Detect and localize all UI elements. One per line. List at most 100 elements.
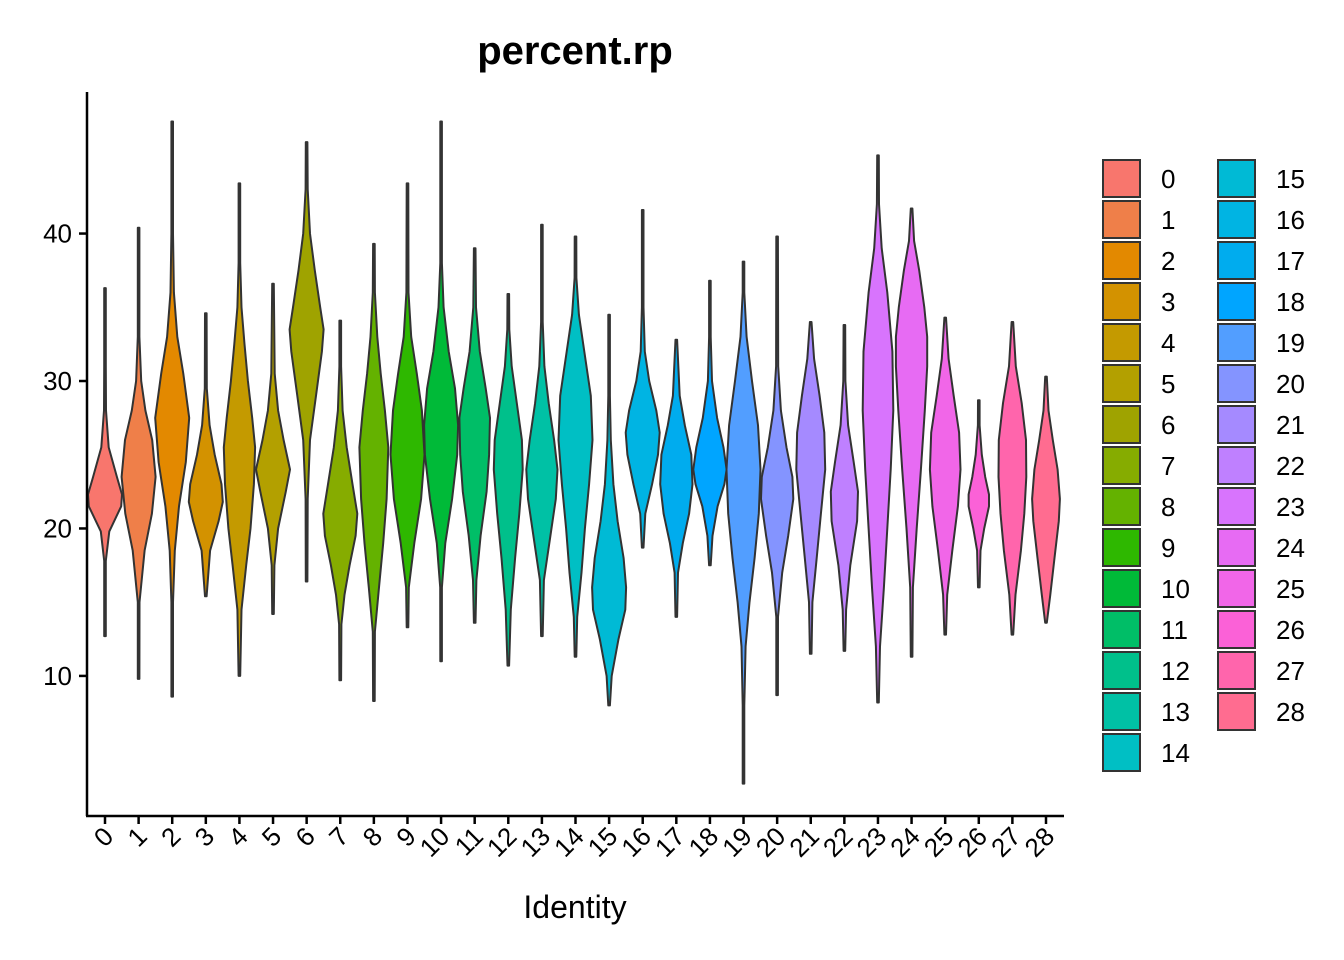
legend-item-18: 18: [1217, 282, 1305, 321]
legend-swatch-11: [1102, 610, 1141, 649]
legend-swatch-15: [1217, 159, 1256, 198]
legend-swatch-7: [1102, 446, 1141, 485]
violin-body-4: [222, 182, 257, 677]
x-tick-label-28: 28: [1019, 821, 1061, 863]
violin-17: [659, 338, 694, 618]
legend-swatch-20: [1217, 364, 1256, 403]
legend-item-15: 15: [1217, 159, 1305, 198]
violin-9: [389, 182, 426, 629]
legend-label-0: 0: [1161, 164, 1175, 194]
legend-label-27: 27: [1276, 656, 1305, 686]
legend-swatch-27: [1217, 651, 1256, 690]
y-tick-label-20: 20: [43, 513, 72, 543]
violin-body-7: [322, 319, 359, 682]
legend-item-3: 3: [1102, 282, 1175, 321]
violin-body-3: [187, 312, 224, 598]
legend-item-8: 8: [1102, 487, 1175, 526]
chart-title: percent.rp: [477, 29, 673, 73]
x-tick-label-0: 0: [88, 821, 119, 852]
legend-label-20: 20: [1276, 369, 1305, 399]
legend-label-21: 21: [1276, 410, 1305, 440]
legend-swatch-1: [1102, 200, 1141, 239]
x-tick-label-8: 8: [357, 821, 388, 852]
x-tick-label-2: 2: [155, 821, 186, 852]
legend-item-19: 19: [1217, 323, 1305, 362]
legend-swatch-14: [1102, 733, 1141, 772]
legend-label-11: 11: [1161, 615, 1188, 645]
legend-label-14: 14: [1161, 738, 1190, 768]
legend-item-0: 0: [1102, 159, 1175, 198]
violin-body-27: [997, 321, 1028, 636]
x-tick-label-4: 4: [222, 821, 253, 852]
legend-swatch-6: [1102, 405, 1141, 444]
legend-item-5: 5: [1102, 364, 1175, 403]
violin-23: [861, 154, 895, 704]
legend-item-12: 12: [1102, 651, 1190, 690]
violin-body-24: [894, 207, 929, 658]
legend-label-17: 17: [1276, 246, 1305, 276]
legend-swatch-22: [1217, 446, 1256, 485]
x-tick-label-3: 3: [189, 821, 220, 852]
y-tick-label-30: 30: [43, 366, 72, 396]
violin-18: [692, 279, 728, 567]
legend-item-1: 1: [1102, 200, 1175, 239]
violin-body-10: [423, 120, 460, 663]
legend-swatch-12: [1102, 651, 1141, 690]
violin-body-14: [557, 235, 594, 658]
legend-item-13: 13: [1102, 692, 1190, 731]
legend-label-16: 16: [1276, 205, 1305, 235]
violin-24: [894, 207, 929, 658]
legend-swatch-4: [1102, 323, 1141, 362]
x-tick-label-7: 7: [323, 821, 354, 852]
legend-label-1: 1: [1161, 205, 1175, 235]
legend-swatch-5: [1102, 364, 1141, 403]
y-ticks-group: 10 20 30 40: [43, 219, 87, 691]
legend-swatch-21: [1217, 405, 1256, 444]
legend-item-23: 23: [1217, 487, 1305, 526]
legend-item-22: 22: [1217, 446, 1305, 485]
legend-label-24: 24: [1276, 533, 1305, 563]
violins-group: [87, 120, 1061, 785]
legend-swatch-0: [1102, 159, 1141, 198]
legend-swatch-18: [1217, 282, 1256, 321]
legend-label-15: 15: [1276, 164, 1305, 194]
violin-body-17: [659, 338, 694, 618]
legend-swatch-23: [1217, 487, 1256, 526]
violin-body-19: [725, 260, 762, 785]
violin-15: [591, 313, 628, 707]
y-tick-label-10: 10: [43, 661, 72, 691]
violin-8: [358, 242, 390, 702]
violin-body-2: [154, 120, 191, 698]
violin-6: [288, 141, 325, 583]
legend-swatch-24: [1217, 528, 1256, 567]
legend-label-19: 19: [1276, 328, 1305, 358]
violin-body-1: [120, 226, 157, 680]
legend-swatch-16: [1217, 200, 1256, 239]
x-ticks-group: 0 1 2 3 4 5 6 7 8 9101112131415161718192021222324…: [88, 816, 1060, 863]
violin-body-23: [861, 154, 895, 704]
legend-swatch-26: [1217, 610, 1256, 649]
violin-body-9: [389, 182, 426, 629]
violin-body-0: [87, 287, 123, 638]
violin-5: [255, 282, 291, 615]
violin-27: [997, 321, 1028, 636]
legend-item-9: 9: [1102, 528, 1175, 567]
violin-20: [760, 235, 795, 697]
legend-label-23: 23: [1276, 492, 1305, 522]
violin-body-8: [358, 242, 390, 702]
legend-item-4: 4: [1102, 323, 1175, 362]
legend-item-26: 26: [1217, 610, 1305, 649]
violin-10: [423, 120, 460, 663]
y-tick-label-40: 40: [43, 219, 72, 249]
legend-item-6: 6: [1102, 405, 1175, 444]
violin-body-22: [829, 324, 859, 652]
x-tick-label-6: 6: [289, 821, 320, 852]
legend-label-8: 8: [1161, 492, 1175, 522]
violin-body-20: [760, 235, 795, 697]
violin-25: [928, 316, 962, 636]
violin-13: [525, 223, 559, 638]
legend-item-14: 14: [1102, 733, 1190, 772]
violin-22: [829, 324, 859, 652]
legend-item-27: 27: [1217, 651, 1305, 690]
